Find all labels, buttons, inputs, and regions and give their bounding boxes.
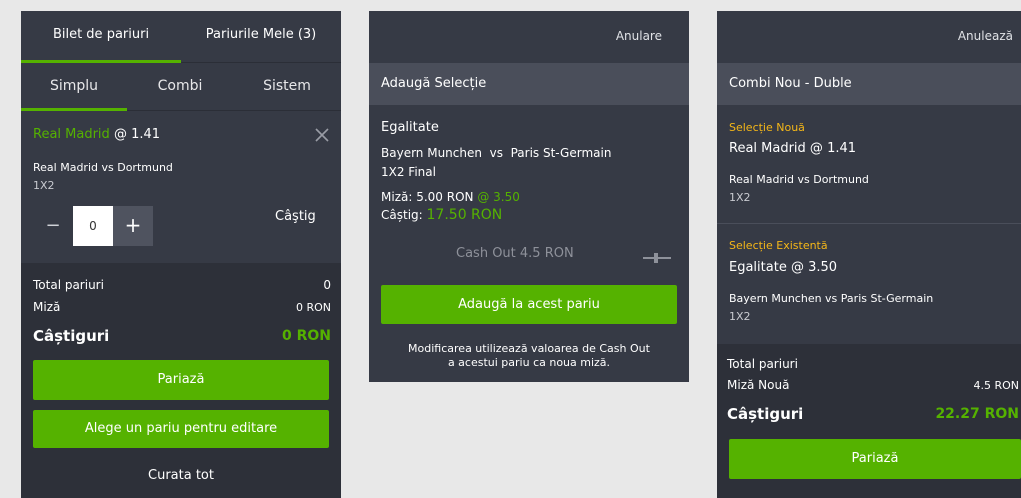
cashout-note-line2: a acestui pariu ca noua miză.: [447, 356, 611, 369]
tab-system[interactable]: Sistem: [263, 78, 311, 94]
stake-plus-button[interactable]: +: [113, 206, 153, 246]
winnings-label: Câștiguri: [33, 327, 110, 345]
close-icon[interactable]: [314, 127, 330, 143]
divider: [717, 223, 1021, 224]
existing-selection-market: 1X2: [729, 310, 751, 323]
existing-selection: Egalitate @ 3.50: [729, 260, 838, 275]
tab-combi[interactable]: Combi: [157, 78, 203, 94]
win-line: Câștig: 17.50 RON: [381, 207, 502, 223]
add-selection-panel: Anulare Adaugă Selecție Egalitate Bayern…: [369, 11, 689, 382]
betslip-summary: Total pariuri 0 Miză 0 RON Câștiguri 0 R…: [21, 263, 341, 498]
cancel-button[interactable]: Anulare: [615, 29, 662, 43]
win-label: Câştig: [275, 209, 316, 224]
cancel-button[interactable]: Anulează: [957, 29, 1013, 43]
stake-label: Miză: [33, 300, 61, 314]
total-bets-value: 0: [323, 278, 331, 292]
edit-bet-button[interactable]: Alege un pariu pentru editare: [33, 410, 329, 448]
winnings-value: 0 RON: [281, 328, 331, 344]
winnings-value: 22.27 RON: [935, 406, 1019, 422]
bet-type-tabs: Simplu Combi Sistem: [21, 63, 341, 111]
clear-all-button[interactable]: Curata tot: [148, 468, 214, 483]
stake-stepper: − 0 +: [33, 206, 153, 246]
add-to-bet-button[interactable]: Adaugă la acest pariu: [381, 285, 677, 324]
new-selection-tag: Selecție Nouă: [729, 121, 805, 134]
betslip-panel: Bilet de pariuri Pariurile Mele (3) Simp…: [21, 11, 341, 498]
existing-selection-match: Bayern Munchen vs Paris St-Germain: [729, 292, 934, 305]
new-selection: Real Madrid @ 1.41: [729, 141, 857, 156]
add-selection-header: Adaugă Selecție: [369, 63, 689, 105]
winnings-label: Câștiguri: [727, 405, 804, 423]
new-selection-market: 1X2: [729, 191, 751, 204]
selection-title: Real Madrid @ 1.41: [33, 127, 160, 142]
stake-minus-button[interactable]: −: [45, 215, 61, 236]
betslip-tabs: Bilet de pariuri Pariurile Mele (3): [21, 11, 341, 63]
stake-odds: @ 3.50: [477, 190, 520, 204]
cashout-label: Cash Out 4.5 RON: [456, 246, 574, 261]
place-bet-button[interactable]: Pariază: [33, 360, 329, 400]
total-bets-label: Total pariuri: [33, 278, 104, 292]
combi-header: Combi Nou - Duble: [717, 63, 1021, 105]
subtab-active-indicator: [21, 108, 127, 111]
win-value: 17.50 RON: [426, 207, 503, 223]
combi-summary: Total pariuri Miză Nouă 4.5 RON Câștigur…: [717, 344, 1021, 498]
selection-market: 1X2 Final: [381, 165, 436, 179]
stake-line: Miză: 5.00 RON @ 3.50: [381, 190, 520, 204]
stake-text: Miză: 5.00 RON: [381, 190, 474, 204]
place-bet-button[interactable]: Pariază: [729, 439, 1021, 479]
existing-selection-tag: Selecție Existentă: [729, 239, 828, 252]
tab-my-bets[interactable]: Pariurile Mele (3): [205, 27, 317, 42]
selection-match: Real Madrid vs Dortmund: [33, 161, 173, 174]
new-combi-panel: Anulează Combi Nou - Duble Selecție Nouă…: [717, 11, 1021, 498]
stake-input[interactable]: 0: [73, 206, 113, 246]
tab-betslip[interactable]: Bilet de pariuri: [52, 27, 150, 42]
selection-team: Real Madrid: [33, 127, 110, 142]
selection-odds: @ 1.41: [113, 127, 161, 142]
selection-name: Egalitate: [381, 120, 439, 135]
stake-value: 0 RON: [295, 301, 331, 314]
tab-single[interactable]: Simplu: [49, 78, 99, 94]
new-selection-match: Real Madrid vs Dortmund: [729, 173, 869, 186]
cashout-slider-icon[interactable]: [642, 249, 672, 263]
tab-active-indicator: [21, 60, 181, 63]
cashout-note-line1: Modificarea utilizează valoarea de Cash …: [408, 342, 650, 355]
total-bets-label: Total pariuri: [727, 357, 798, 371]
selection-match: Bayern Munchen vs Paris St-Germain: [381, 146, 612, 160]
new-stake-value: 4.5 RON: [973, 379, 1019, 392]
win-label: Câștig:: [381, 208, 423, 222]
new-stake-label: Miză Nouă: [727, 378, 790, 392]
selection-market: 1X2: [33, 179, 55, 192]
